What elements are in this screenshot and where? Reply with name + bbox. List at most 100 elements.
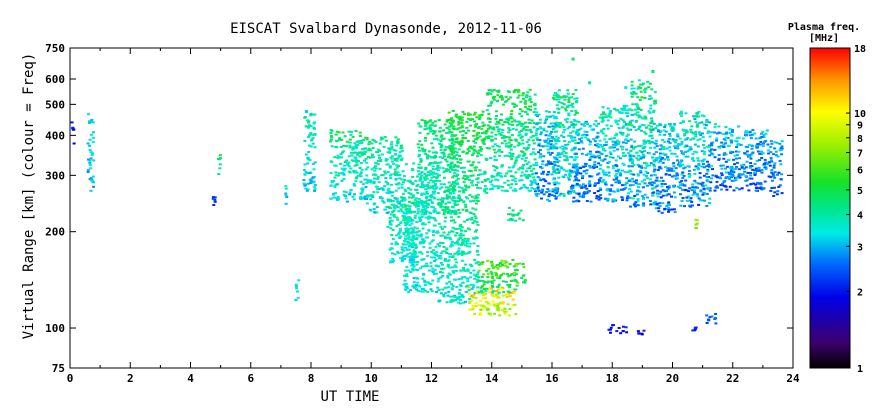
echo-point: [460, 125, 464, 128]
echo-point: [457, 148, 461, 151]
echo-point: [659, 176, 663, 179]
echo-point: [365, 202, 369, 205]
echo-point: [593, 163, 597, 166]
echo-point: [545, 110, 549, 113]
echo-point: [406, 219, 410, 222]
echo-point: [382, 201, 386, 204]
echo-point: [689, 197, 693, 200]
echo-point: [533, 93, 537, 96]
echo-point: [308, 124, 311, 127]
echo-point: [725, 132, 728, 135]
echo-point: [661, 202, 665, 205]
echo-point: [404, 208, 408, 211]
echo-point: [629, 149, 633, 152]
echo-point: [780, 173, 784, 176]
echo-point: [635, 179, 639, 182]
echo-point: [406, 230, 410, 232]
echo-point: [519, 122, 523, 125]
echo-point: [569, 121, 573, 124]
echo-point: [473, 220, 477, 223]
echo-point: [447, 290, 451, 293]
echo-point: [457, 247, 461, 250]
echo-point: [503, 307, 507, 310]
echo-point: [313, 133, 317, 136]
echo-point: [760, 169, 764, 172]
echo-point: [397, 202, 401, 205]
echo-point: [458, 289, 462, 291]
echo-point: [550, 151, 554, 154]
echo-point: [361, 187, 365, 190]
echo-point: [575, 112, 579, 114]
echo-point: [377, 148, 381, 151]
echo-point: [448, 125, 451, 128]
echo-point: [86, 168, 90, 171]
echo-point: [748, 155, 752, 158]
echo-point: [492, 88, 496, 91]
echo-point: [443, 191, 447, 193]
echo-point: [581, 183, 585, 186]
echo-point: [630, 109, 634, 112]
echo-point: [503, 310, 507, 313]
echo-point: [759, 143, 762, 146]
echo-point: [717, 158, 721, 161]
echo-point: [383, 136, 387, 138]
echo-point: [521, 139, 525, 142]
echo-point: [431, 270, 435, 273]
echo-point: [779, 178, 783, 181]
echo-point: [479, 308, 483, 311]
echo-point: [447, 153, 451, 156]
echo-point: [407, 269, 411, 272]
echo-point: [589, 156, 593, 159]
echo-point: [666, 186, 669, 188]
echo-point: [455, 175, 459, 178]
echo-point: [478, 135, 482, 138]
echo-point: [465, 210, 469, 213]
echo-point: [760, 171, 764, 174]
echo-point: [432, 196, 436, 199]
echo-point: [617, 127, 621, 130]
echo-point: [713, 189, 717, 192]
echo-point: [486, 127, 490, 130]
echo-point: [332, 193, 336, 196]
echo-point: [579, 172, 583, 175]
echo-point: [442, 231, 446, 234]
echo-point: [619, 332, 623, 335]
echo-point: [461, 239, 465, 242]
echo-point: [438, 203, 442, 206]
echo-point: [768, 164, 772, 167]
echo-point: [621, 131, 625, 134]
echo-point: [769, 146, 773, 148]
echo-point: [628, 158, 632, 161]
echo-point: [492, 98, 496, 101]
echo-point: [515, 128, 518, 131]
echo-point: [430, 240, 434, 243]
echo-point: [426, 127, 429, 130]
echo-point: [423, 173, 427, 175]
echo-point: [478, 169, 482, 172]
echo-point: [571, 166, 575, 169]
echo-point: [444, 286, 448, 289]
echo-point: [482, 172, 486, 175]
echo-point: [693, 179, 697, 182]
echo-point: [773, 186, 776, 189]
echo-point: [457, 209, 461, 211]
echo-point: [426, 206, 429, 209]
echo-point: [660, 182, 664, 185]
echo-point: [694, 133, 698, 136]
colorbar-tick-label: 8: [857, 134, 863, 145]
echo-point: [355, 161, 359, 164]
echo-point: [385, 163, 389, 166]
echo-point: [388, 148, 392, 151]
echo-point: [651, 187, 655, 190]
echo-point: [472, 113, 476, 116]
echo-point: [493, 305, 497, 308]
echo-point: [359, 195, 363, 198]
echo-point: [532, 122, 536, 124]
echo-point: [459, 144, 463, 147]
echo-point: [377, 181, 381, 184]
echo-point: [451, 137, 454, 140]
echo-point: [358, 167, 362, 169]
echo-point: [470, 216, 474, 219]
echo-point: [745, 179, 749, 182]
echo-point: [466, 268, 470, 271]
